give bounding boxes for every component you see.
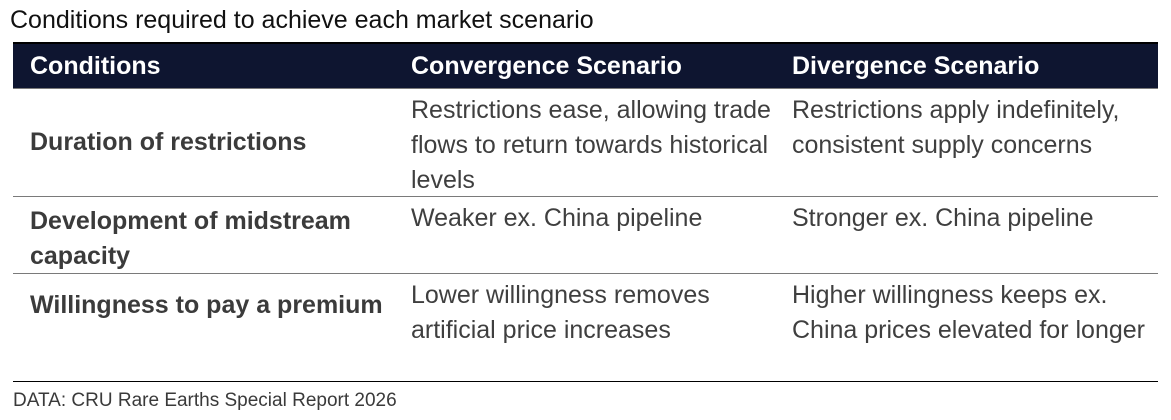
header-divergence: Divergence Scenario [792,51,1040,80]
divergence-cell: Stronger ex. China pipeline [792,204,1094,232]
table-title: Conditions required to achieve each mark… [10,6,594,34]
convergence-cell: Restrictions ease, allowing trade flows … [411,96,771,194]
condition-cell: Duration of restrictions [13,89,397,196]
convergence-cell: Lower willingness removes artificial pri… [411,281,710,344]
table-row: Duration of restrictions Restrictions ea… [13,88,1158,196]
table-row: Willingness to pay a premium Lower willi… [13,273,1158,381]
condition-cell: Development of midstream capacity [13,197,397,273]
divergence-cell: Higher willingness keeps ex. China price… [792,281,1145,344]
condition-cell: Willingness to pay a premium [13,274,397,381]
condition-label: Duration of restrictions [30,128,307,156]
header-conditions: Conditions [30,51,161,80]
divergence-cell: Restrictions apply indefinitely, consist… [792,96,1120,159]
scenario-table: Conditions Convergence Scenario Divergen… [13,42,1158,382]
convergence-cell: Weaker ex. China pipeline [411,204,703,232]
table-header-row: Conditions Convergence Scenario Divergen… [13,44,1158,88]
source-note: DATA: CRU Rare Earths Special Report 202… [13,390,397,411]
header-convergence: Convergence Scenario [411,51,682,80]
condition-label: Willingness to pay a premium [30,291,383,319]
table-row: Development of midstream capacity Weaker… [13,196,1158,273]
condition-label: Development of midstream capacity [30,207,351,270]
